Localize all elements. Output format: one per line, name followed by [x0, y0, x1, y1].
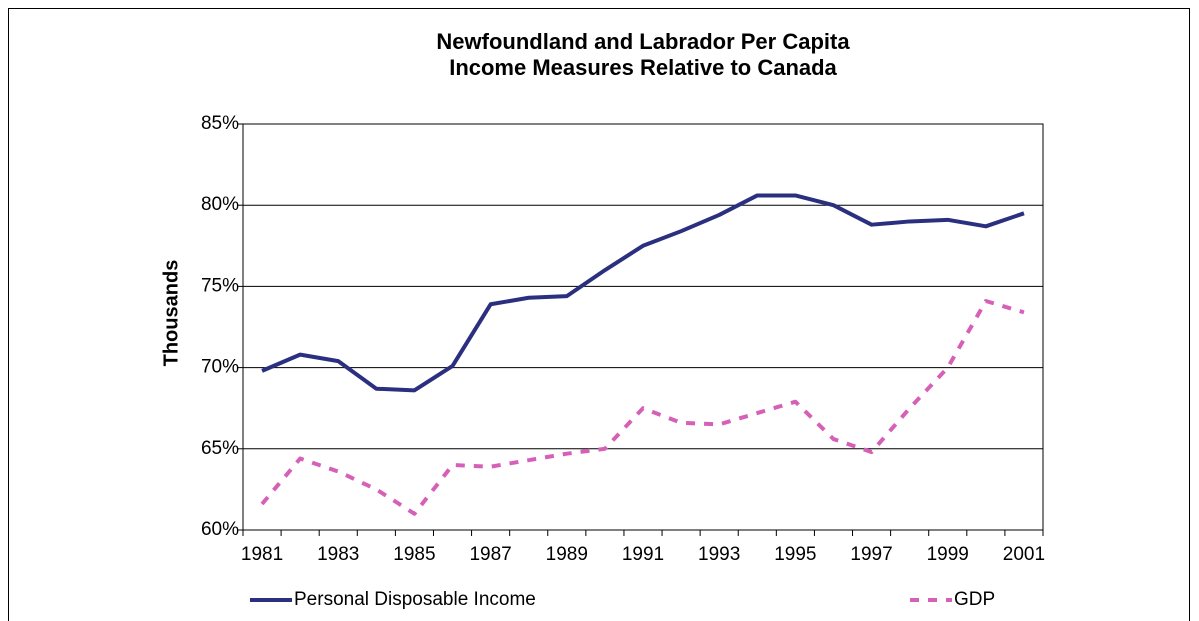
- chart-title: Newfoundland and Labrador Per Capita: [436, 29, 850, 54]
- x-tick-label: 1981: [241, 544, 283, 565]
- x-tick-label: 1989: [546, 544, 588, 565]
- x-tick-label: 1983: [317, 544, 359, 565]
- x-tick-label: 1993: [698, 544, 740, 565]
- y-tick-label: 80%: [201, 194, 239, 215]
- y-tick-label: 85%: [201, 113, 239, 134]
- x-tick-label: 1987: [469, 544, 511, 565]
- x-tick-label: 1985: [393, 544, 435, 565]
- legend-label: GDP: [954, 589, 995, 610]
- chart-title: Income Measures Relative to Canada: [449, 55, 837, 80]
- y-tick-label: 60%: [201, 519, 239, 540]
- y-tick-label: 75%: [201, 275, 239, 296]
- plot-area: [242, 123, 1044, 531]
- frame: [8, 8, 1190, 621]
- y-axis-label: Thousands: [160, 260, 182, 367]
- legend-label: Personal Disposable Income: [294, 589, 536, 610]
- x-tick-label: 1991: [622, 544, 664, 565]
- y-tick-label: 65%: [201, 438, 239, 459]
- series-line: [260, 299, 1025, 516]
- x-tick-label: 1995: [774, 544, 816, 565]
- series-line: [261, 193, 1025, 393]
- x-tick-label: 1999: [927, 544, 969, 565]
- x-tick-label: 2001: [1003, 544, 1045, 565]
- y-tick-label: 70%: [201, 357, 239, 378]
- x-tick-label: 1997: [850, 544, 892, 565]
